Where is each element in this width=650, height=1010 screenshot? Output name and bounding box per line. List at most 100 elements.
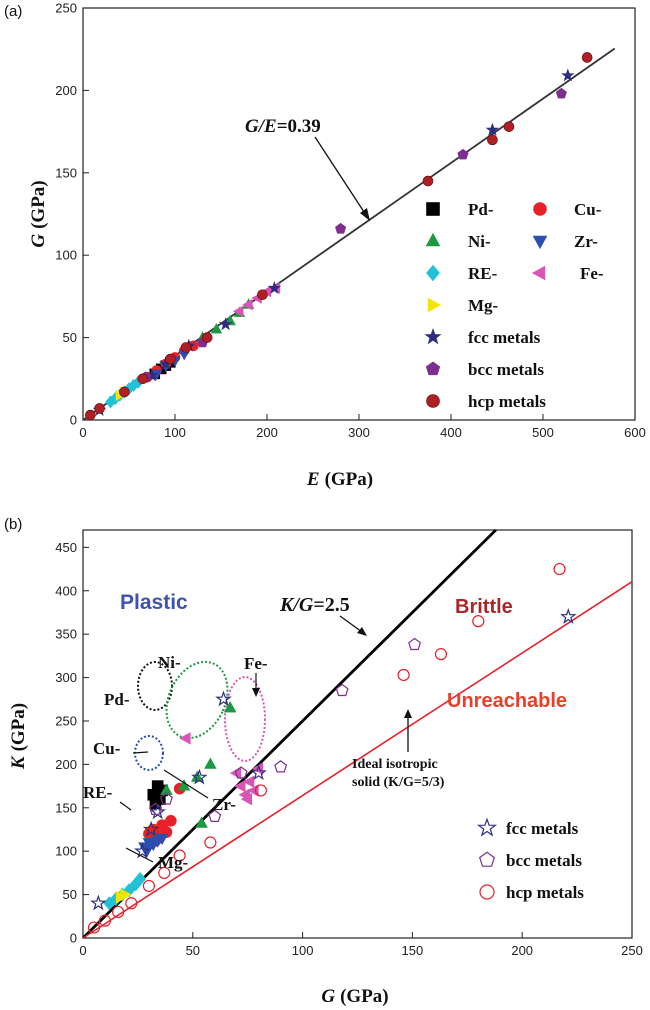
point-fe bbox=[240, 792, 253, 806]
a-yvar: G bbox=[28, 234, 49, 248]
point-hcp-metals bbox=[180, 342, 192, 353]
panel-a-x-title: E (GPa) bbox=[306, 469, 373, 490]
legend-label-ni: Ni- bbox=[468, 232, 491, 251]
point-ni bbox=[223, 700, 237, 713]
point-fcc-metals bbox=[250, 764, 267, 781]
point-hcp-metals bbox=[112, 905, 125, 919]
kg-label-var: K/G bbox=[279, 594, 314, 616]
panel-a-points bbox=[85, 52, 593, 421]
x-tick-label: 400 bbox=[440, 425, 462, 440]
panel-b-kg-line bbox=[82, 529, 497, 939]
group-label-re: RE- bbox=[83, 783, 113, 802]
y-tick-label: 200 bbox=[55, 757, 77, 772]
point-fcc-metals bbox=[560, 608, 577, 624]
group-label-fe: Fe- bbox=[244, 654, 268, 673]
y-tick-label: 0 bbox=[70, 931, 77, 946]
point-cu bbox=[165, 815, 177, 827]
legend-label-hcp-metals: hcp metals bbox=[468, 392, 546, 411]
legend-label-fcc-metals: fcc metals bbox=[506, 819, 579, 838]
y-tick-label: 200 bbox=[55, 83, 77, 98]
x-tick-label: 200 bbox=[511, 943, 533, 958]
point-fe bbox=[179, 732, 191, 745]
ideal-line-label-1: Ideal isotropic bbox=[352, 757, 438, 772]
point-mg bbox=[120, 888, 132, 901]
a-xvar: E bbox=[306, 469, 320, 490]
point-hcp-metals bbox=[173, 849, 186, 862]
y-tick-label: 450 bbox=[55, 540, 77, 555]
group-label-zr: Zr- bbox=[212, 795, 236, 814]
x-tick-label: 100 bbox=[292, 943, 314, 958]
point-hcp-metals bbox=[487, 134, 498, 146]
panel-a-ticks: 0 100 200 300 400 500 600 0 50 100 150 200 250 bbox=[55, 1, 646, 441]
point-hcp-metals bbox=[137, 373, 149, 385]
point-fcc-metals bbox=[215, 690, 232, 707]
y-tick-label: 150 bbox=[55, 800, 77, 815]
x-tick-label: 500 bbox=[532, 425, 554, 440]
point-bcc-metals bbox=[457, 148, 469, 160]
zr-pointer bbox=[163, 769, 209, 799]
point-bcc-metals bbox=[335, 683, 349, 697]
point-hcp-metals bbox=[472, 615, 485, 628]
ideal-line-label-2: solid (K/G=5/3) bbox=[352, 775, 445, 790]
a-xunit: (GPa) bbox=[325, 469, 374, 490]
legend-marker-fe bbox=[531, 265, 546, 281]
point-hcp-metals bbox=[422, 175, 434, 187]
legend-marker-hcp-metals bbox=[479, 884, 495, 900]
group-label-pd: Pd- bbox=[104, 690, 130, 709]
point-fcc-metals bbox=[267, 280, 282, 294]
group-label-mg: Mg- bbox=[158, 853, 189, 872]
fe-group-ellipse bbox=[224, 676, 266, 762]
cu-pointer bbox=[132, 751, 149, 754]
legend-marker-re bbox=[426, 264, 440, 282]
point-fe bbox=[242, 775, 255, 789]
point-bcc-metals bbox=[335, 222, 347, 234]
point-bcc-metals bbox=[408, 637, 421, 651]
legend-marker-fcc-metals bbox=[476, 817, 498, 837]
point-fcc-metals bbox=[218, 317, 233, 331]
panel-a-fit-label: G/E=0.39 bbox=[245, 116, 321, 137]
panel-a-label: (a) bbox=[4, 3, 22, 20]
kg-label-value: =2.5 bbox=[313, 594, 349, 616]
y-tick-label: 250 bbox=[55, 1, 77, 16]
legend-label-zr: Zr- bbox=[574, 232, 598, 251]
point-re bbox=[123, 883, 135, 898]
y-tick-label: 400 bbox=[55, 583, 77, 598]
point-hcp-metals bbox=[397, 668, 410, 682]
y-tick-label: 300 bbox=[55, 670, 77, 685]
region-unreachable-label: Unreachable bbox=[447, 690, 567, 712]
y-tick-label: 250 bbox=[55, 713, 77, 728]
point-bcc-metals bbox=[148, 802, 162, 816]
legend-label-pd: Pd- bbox=[468, 200, 494, 219]
legend-label-cu: Cu- bbox=[574, 200, 602, 219]
point-bcc-metals bbox=[555, 87, 567, 99]
y-tick-label: 350 bbox=[55, 627, 77, 642]
point-hcp-metals bbox=[254, 784, 267, 797]
panel-b-ticks: 0 50 100 150 200 250 0 50 100 150 200 250 300 350 400 4… bbox=[55, 540, 643, 958]
point-fe bbox=[234, 779, 246, 793]
y-tick-label: 100 bbox=[55, 248, 77, 263]
panel-b-plot-frame bbox=[82, 529, 633, 939]
legend-label-hcp-metals: hcp metals bbox=[506, 883, 584, 902]
point-hcp-metals bbox=[201, 332, 213, 343]
legend-marker-ni bbox=[425, 232, 441, 247]
panel-b-label: (b) bbox=[4, 516, 22, 533]
point-hcp-metals bbox=[119, 386, 130, 398]
legend-marker-mg bbox=[427, 297, 442, 313]
point-hcp-metals bbox=[553, 562, 566, 576]
group-label-cu: Cu- bbox=[93, 739, 121, 758]
b-yunit: (GPa) bbox=[8, 703, 29, 752]
point-fcc-metals bbox=[485, 122, 500, 136]
x-tick-label: 50 bbox=[186, 943, 200, 958]
point-re bbox=[134, 871, 146, 887]
region-plastic-label: Plastic bbox=[120, 591, 188, 614]
x-tick-label: 100 bbox=[164, 425, 186, 440]
mg-pointer bbox=[125, 847, 154, 863]
fe-pointer-head bbox=[252, 688, 260, 697]
point-zr bbox=[140, 846, 154, 859]
a-yunit: (GPa) bbox=[28, 180, 49, 229]
b-xvar: G bbox=[321, 986, 335, 1007]
point-ni bbox=[210, 322, 223, 334]
point-fe bbox=[242, 298, 253, 311]
legend-marker-hcp-metals bbox=[426, 394, 440, 408]
x-tick-label: 250 bbox=[621, 943, 643, 958]
